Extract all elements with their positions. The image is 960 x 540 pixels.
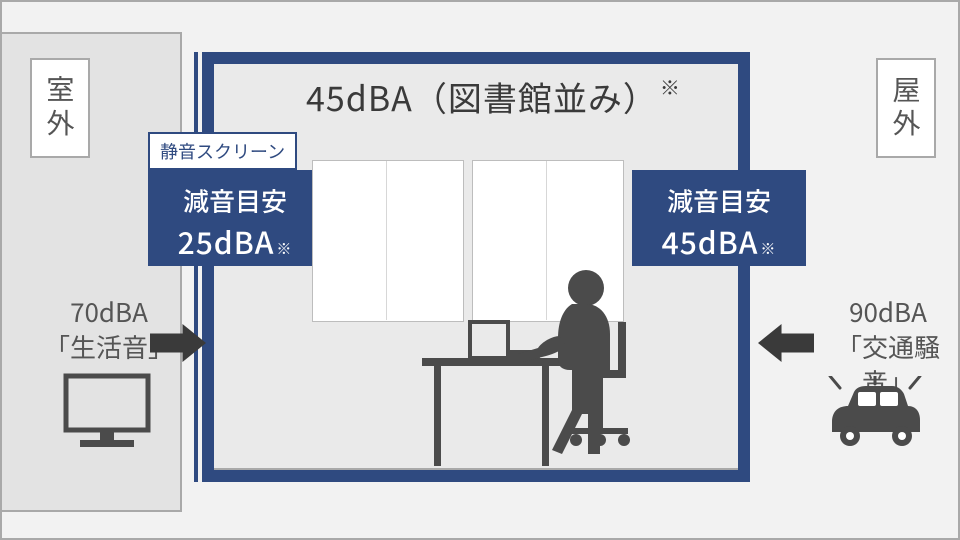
room-wall: [738, 52, 750, 482]
car-icon: [820, 376, 930, 456]
floor-line: [214, 468, 738, 470]
tv-icon: [62, 372, 152, 452]
interior-sound-level: 45dBA（図書館並み）※: [306, 72, 681, 121]
room-wall: [202, 470, 750, 482]
room-wall: [202, 52, 214, 482]
window-divider-1: [386, 160, 387, 320]
screen-label: 静音スクリーン: [148, 132, 297, 170]
reduction-left: 減音目安25dBA※: [148, 170, 322, 266]
left-zone-label: 室外: [30, 58, 90, 158]
person-at-desk-icon: [422, 250, 652, 470]
screen-line: [194, 52, 198, 482]
room-wall: [202, 52, 750, 64]
arrow-right-icon: [150, 324, 206, 362]
right-zone-label: 屋外: [876, 58, 936, 158]
reduction-right: 減音目安45dBA※: [632, 170, 806, 266]
diagram-canvas: 室外 屋外 45dBA（図書館並み）※静音スクリーン減音目安25dBA※ 減音目安45…: [0, 0, 960, 540]
arrow-left-icon: [758, 324, 814, 362]
